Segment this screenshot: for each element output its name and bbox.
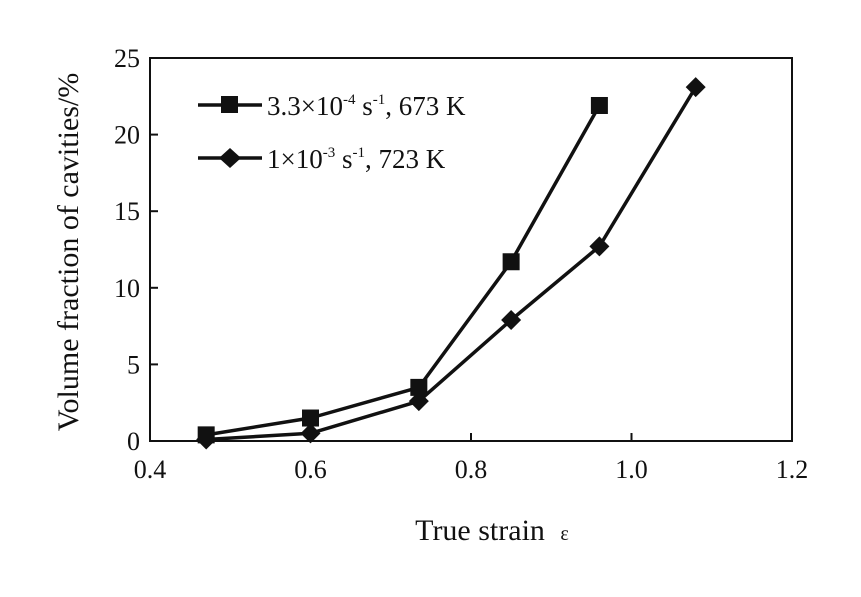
x-axis-symbol: ε: [560, 523, 568, 545]
x-tick-label: 0.8: [455, 455, 488, 484]
series-line-2: [206, 86, 698, 442]
legend-1-unit-exp: -1: [373, 92, 386, 108]
legend-entry-1: 3.3×10-4 s-1, 673 K: [198, 91, 466, 121]
y-axis-title: Volume fraction of cavities/%: [52, 73, 85, 432]
legend-marker-diamond: [219, 148, 241, 168]
legend-2-coef: 1: [267, 144, 281, 174]
legend-1-coef: 3.3: [267, 91, 301, 121]
legend-label-2: 1×10-3 s-1, 723 K: [267, 144, 446, 174]
series-1-point: [302, 409, 319, 427]
legend-1-base: 10: [316, 91, 343, 121]
series-2-point: [685, 77, 706, 98]
legend-2-temp: , 723 K: [365, 144, 446, 174]
legend-1-unit: s: [355, 91, 372, 121]
legend: 3.3×10-4 s-1, 673 K 1×10-3 s-1, 723 K: [198, 91, 466, 174]
y-tick-label: 15: [114, 197, 140, 226]
series-2-point: [196, 429, 217, 450]
y-tick-label: 0: [127, 427, 140, 456]
legend-2-base: 10: [296, 144, 323, 174]
legend-1-exp: -4: [343, 92, 356, 108]
legend-entry-2: 1×10-3 s-1, 723 K: [198, 144, 446, 174]
series-1-point: [410, 378, 428, 396]
y-tick-label: 5: [127, 350, 140, 379]
x-tick-label: 0.4: [134, 455, 167, 484]
x-tick-label: 1.0: [615, 455, 648, 484]
legend-1-temp: , 673 K: [385, 91, 466, 121]
series-2-point: [408, 391, 429, 412]
legend-2-times: ×: [281, 144, 296, 174]
series-2-point: [589, 236, 610, 257]
series-layer: [196, 77, 706, 450]
x-axis-title: True strain ε: [415, 514, 569, 547]
series-2-point: [501, 309, 522, 330]
legend-label-1: 3.3×10-4 s-1, 673 K: [267, 91, 466, 121]
x-tick-label: 0.6: [294, 455, 327, 484]
y-axis-ticks: 0 5 10 15 20 25: [114, 44, 158, 456]
series-2-point: [300, 423, 321, 444]
x-tick-label: 1.2: [776, 455, 809, 484]
y-tick-label: 25: [114, 44, 140, 73]
series-1-point: [502, 253, 520, 271]
y-tick-label: 20: [114, 121, 140, 150]
x-axis-ticks: 0.4 0.6 0.8 1.0 1.2: [134, 433, 809, 484]
legend-2-unit: s: [335, 144, 352, 174]
plot-area-frame: [149, 57, 793, 442]
legend-2-exp: -3: [323, 145, 336, 161]
x-axis-label: True strain: [415, 514, 545, 547]
y-tick-label: 10: [114, 274, 140, 303]
legend-2-unit-exp: -1: [353, 145, 366, 161]
series-1-point: [590, 96, 608, 114]
legend-1-times: ×: [301, 91, 316, 121]
legend-marker-square: [221, 96, 238, 113]
